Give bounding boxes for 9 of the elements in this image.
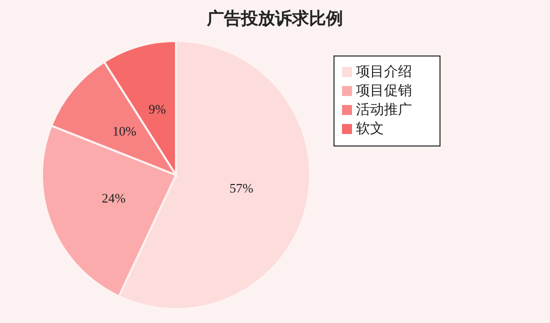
chart-title: 广告投放诉求比例 [206,9,343,28]
data-label: 57% [229,180,254,196]
legend-label: 项目介绍 [356,64,412,80]
data-label: 9% [148,102,166,117]
legend-label: 活动推广 [356,102,412,118]
legend-label: 项目促销 [356,82,412,99]
data-label: 10% [112,123,136,138]
data-label: 24% [102,190,126,206]
legend-label: 软文 [356,120,384,137]
